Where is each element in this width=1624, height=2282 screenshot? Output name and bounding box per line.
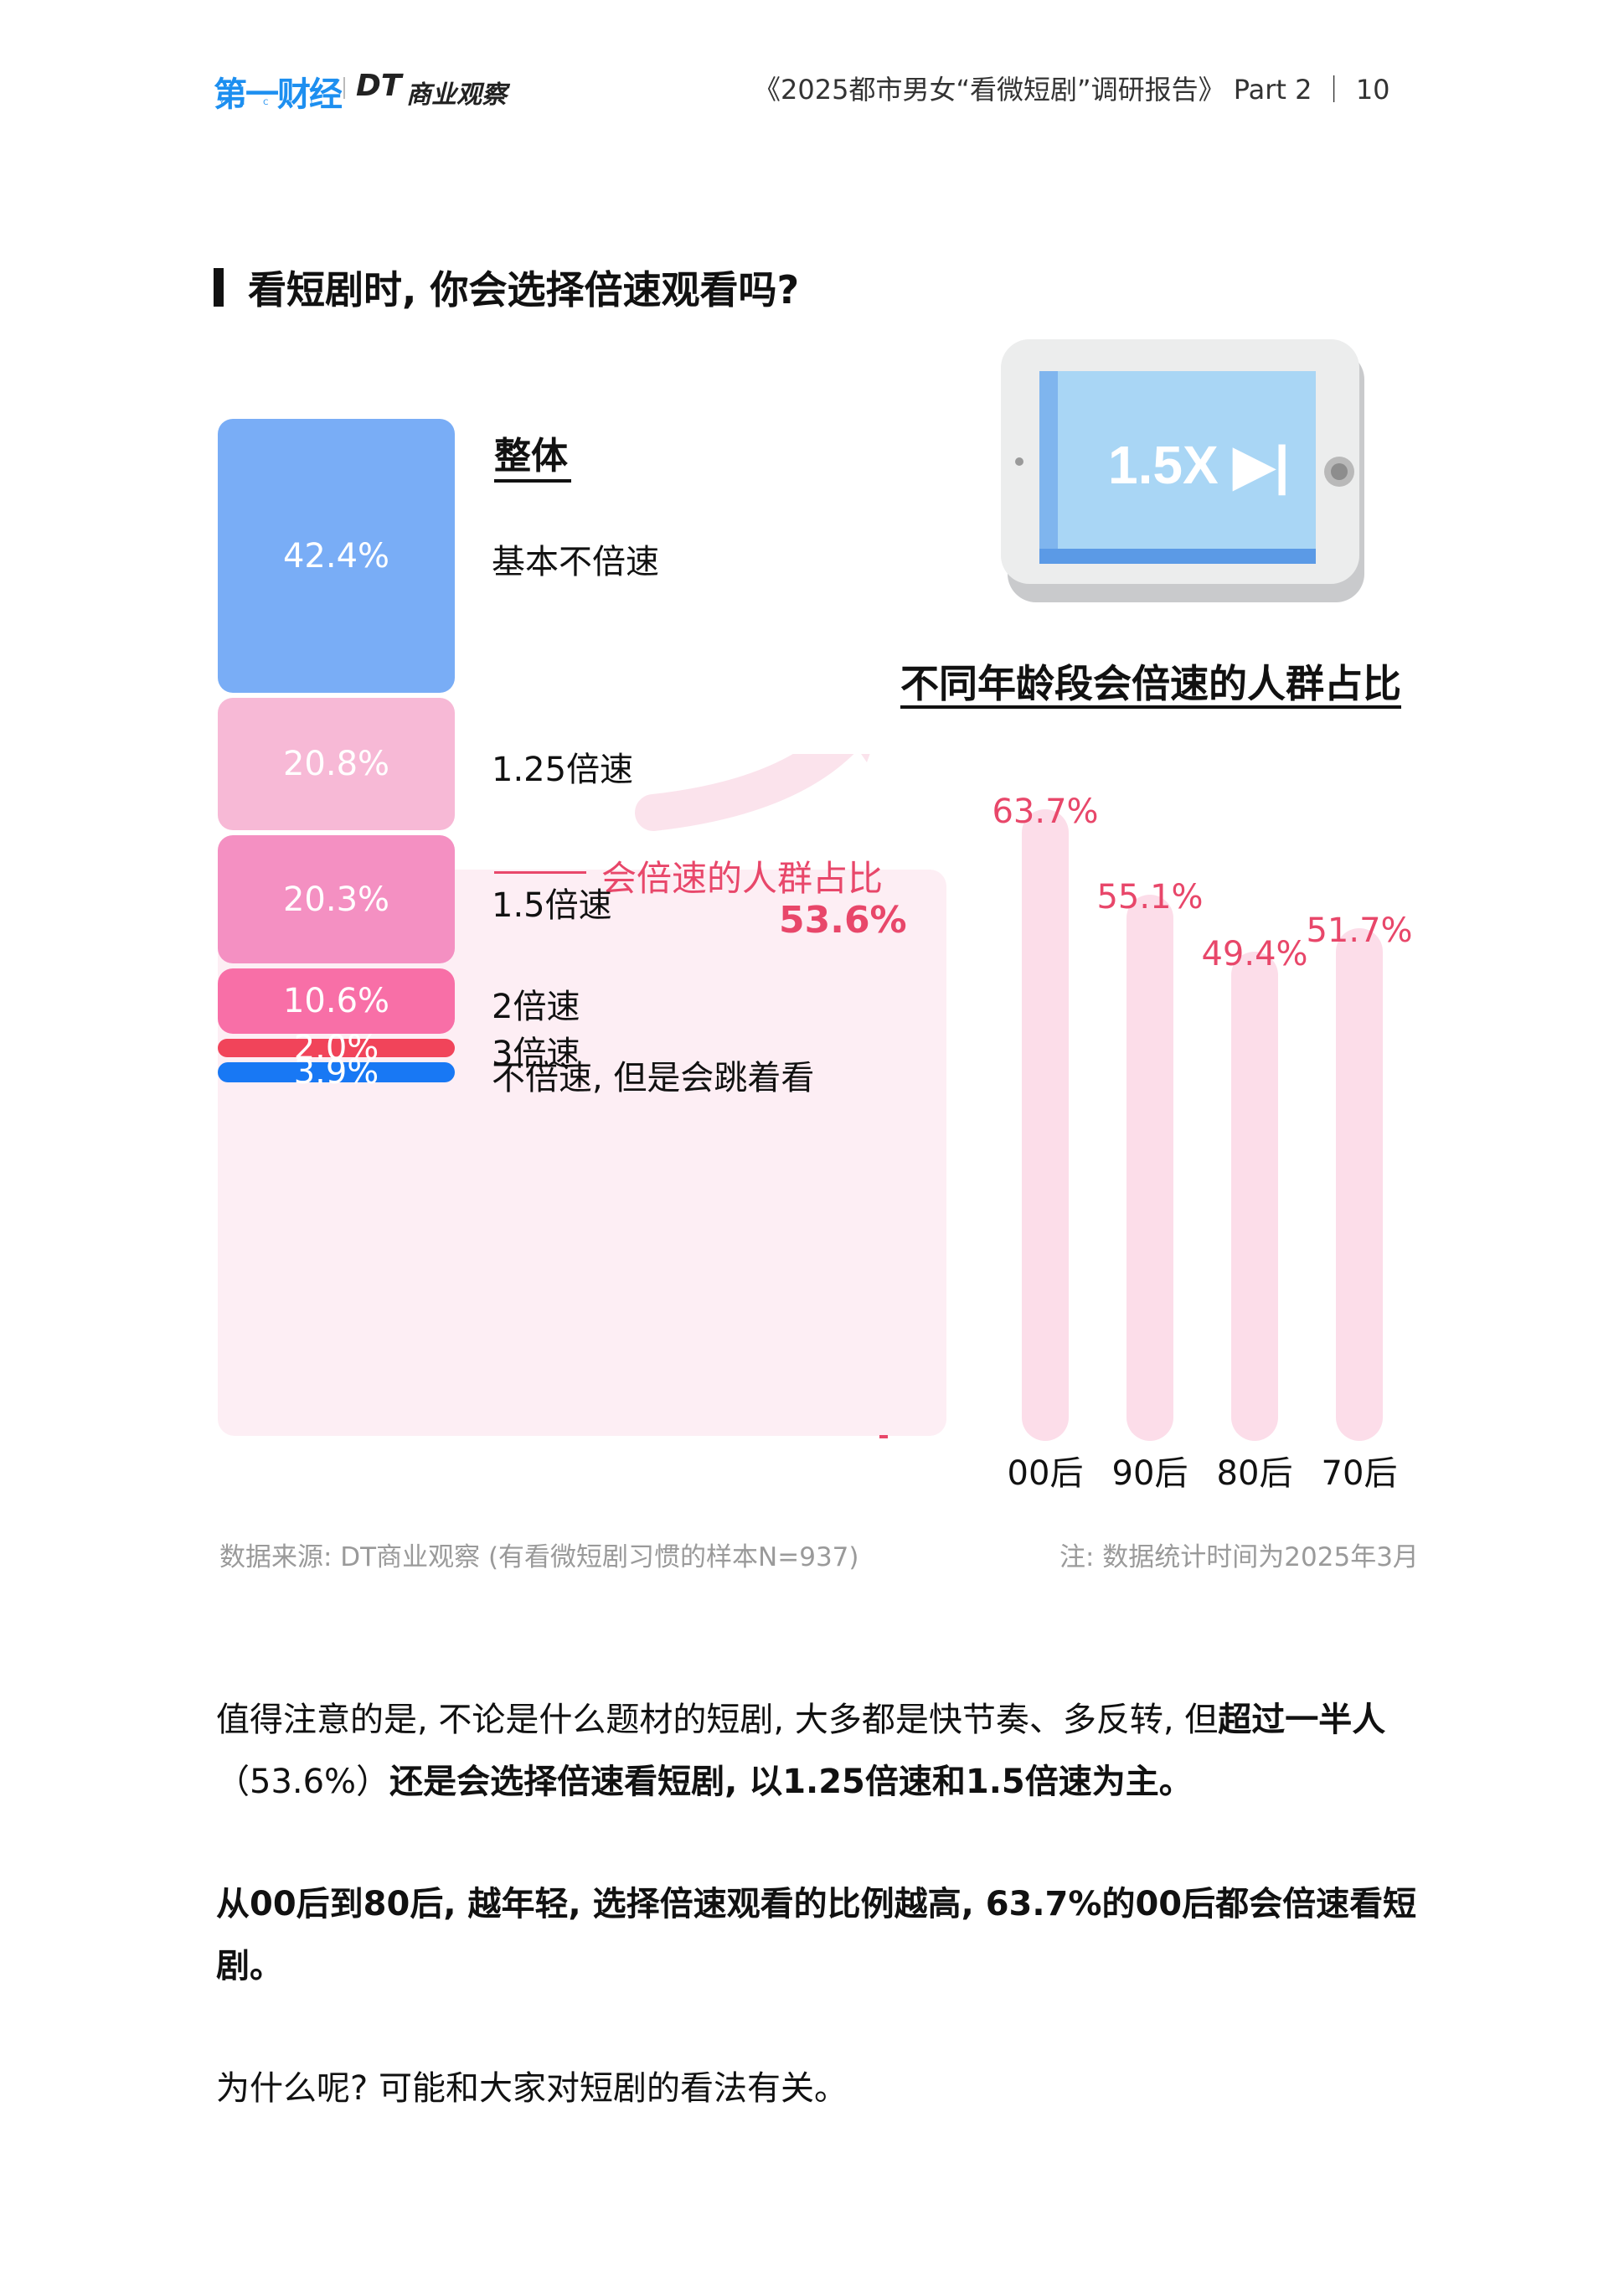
stack-segment-2: 20.8% [218,698,455,830]
age-category-label: 00后 [1007,1454,1084,1493]
age-value-label: 49.4% [1201,934,1308,973]
stack-segment-6: 3.9% [218,1053,455,1092]
age-category-label: 80后 [1216,1454,1293,1493]
age-bar [1336,928,1383,1441]
paragraph-3: 为什么呢? 可能和大家对短剧的看法有关。 [216,2069,848,2108]
age-value-label: 51.7% [1306,911,1413,951]
stack-category-label: 不倍速, 但是会跳着看 [492,1058,815,1097]
paragraph-1-text-a: 值得注意的是, 不论是什么题材的短剧, 大多都是快节奏、多反转, 但 [216,1701,1219,1739]
age-bar [1231,951,1278,1441]
speedup-highlight-area [218,870,946,1436]
bracket-line [494,871,586,874]
playback-speed-text: 1.5X ▶| [1108,435,1290,496]
age-value-label: 55.1% [1096,878,1204,917]
age-chart-title: 不同年龄段会倍速的人群占比 [900,661,1401,706]
paragraph-1-text-c: （53.6%） [216,1763,390,1801]
stack-value-label: 10.6% [282,981,390,1020]
report-title: 《2025都市男女“看微短剧”调研报告》 Part 2 ｜ 10 [754,74,1390,106]
stack-category-label: 3倍速 [492,1034,580,1073]
stack-segment-3: 20.3% [218,834,455,964]
speedup-share-value: 53.6% [779,899,907,942]
dt-logo-text: 商业观察 [406,80,507,110]
stack-category-label: 1.25倍速 [492,751,634,789]
stack-category-label: 1.5倍速 [492,885,612,925]
stack-segment-1: 42.4% [218,419,455,694]
paragraph-1: 值得注意的是, 不论是什么题材的短剧, 大多都是快节奏、多反转, 但超过一半人 （… [216,1689,1439,1813]
stack-value-label: 2.0% [293,1028,379,1067]
age-bar [1022,809,1069,1441]
paragraph-2: 从00后到80后, 越年轻, 选择倍速观看的比例越高, 63.7%的00后都会倍… [216,1885,1417,1985]
stack-segment-4: 10.6% [218,968,455,1034]
yicai-logo: 第一财经 [214,75,343,114]
speedup-share-label: 会倍速的人群占比 [601,858,884,899]
stack-value-label: 20.3% [282,880,390,919]
section-title: 看短剧时, 你会选择倍速观看吗? [248,267,800,312]
bracket-and-arrow [635,754,888,1438]
tablet-illustration: 1.5X ▶| [1001,339,1364,602]
dt-logo: DT [356,69,402,103]
stack-segment-5: 2.0% [218,1029,455,1067]
stack-value-label: 3.9% [293,1052,379,1092]
age-value-label: 63.7% [992,793,1099,832]
age-category-label: 70后 [1321,1454,1398,1493]
age-chart-title-underline [900,705,1401,709]
logo-divider [343,77,345,99]
overall-underline [494,479,571,483]
stack-value-label: 20.8% [282,744,390,783]
stack-value-label: 42.4% [282,536,390,576]
paragraph-1-bold-d: 还是会选择倍速看短剧, 以1.25倍速和1.5倍速为主。 [389,1763,1193,1801]
stack-category-label: 2倍速 [492,987,580,1026]
yicai-logo-sub: YICAI [219,99,332,107]
age-category-label: 90后 [1111,1454,1188,1493]
paragraph-1-bold-a: 超过一半人 [1218,1701,1386,1739]
data-note: 注: 数据统计时间为2025年3月 [1059,1542,1419,1572]
stack-category-label: 基本不倍速 [492,542,659,581]
data-source: 数据来源: DT商业观察 (有看微短剧习惯的样本N=937) [219,1542,859,1572]
overall-heading: 整体 [494,435,568,478]
title-marker [214,268,224,307]
age-bar [1126,895,1173,1441]
